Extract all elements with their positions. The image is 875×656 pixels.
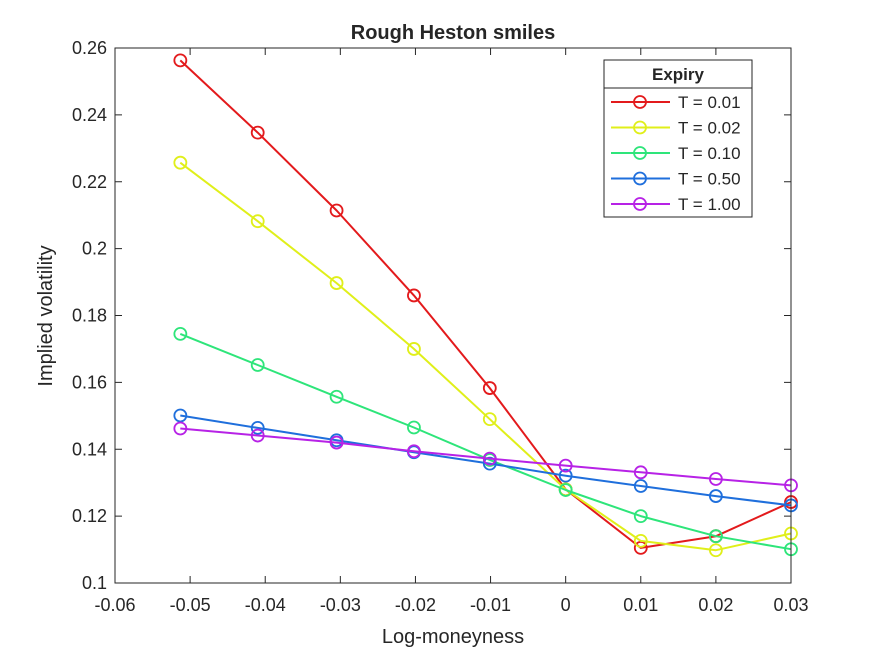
data-point [173,53,188,68]
legend-items: T = 0.01 T = 0.02 T = 0.10 T = 0.50 T = 1.00 [611,93,741,214]
data-point [407,342,421,356]
data-point [329,203,344,218]
data-point [250,420,265,435]
x-tick-label: -0.05 [170,595,211,615]
legend-marker [633,146,647,160]
y-tick-label: 0.14 [72,439,107,459]
legend-marker [633,171,647,186]
legend-marker [633,95,647,109]
chart-title: Rough Heston smiles [351,22,555,44]
data-point [708,529,723,544]
legend-label: T = 1.00 [678,195,741,214]
legend-label: T = 0.02 [678,119,741,138]
data-point [250,125,265,140]
data-point [173,421,188,436]
legend-marker [633,197,647,211]
data-point [482,451,497,466]
y-tick-label: 0.18 [72,306,107,326]
legend-title: Expiry [652,65,705,84]
data-point [558,458,573,473]
series-line [179,332,792,551]
x-tick-label: -0.02 [395,595,436,615]
data-point [173,408,188,423]
series-line [180,414,792,507]
data-point [633,479,648,493]
data-point [250,428,265,443]
series-line [179,59,792,549]
data-point [250,358,265,372]
data-point [407,420,421,435]
legend-label: T = 0.10 [678,144,741,163]
legend-entry: T = 0.01 [611,93,741,112]
x-tick-label: 0.02 [698,595,733,615]
y-tick-label: 0.16 [72,372,107,392]
data-point [708,543,723,558]
x-tick-label: -0.04 [245,595,286,615]
x-tick-label: -0.06 [94,595,135,615]
data-point [173,326,188,341]
x-tick-label: 0.01 [623,595,658,615]
x-tick-label: -0.03 [320,595,361,615]
legend-entry: T = 0.02 [611,119,741,138]
legend-label: T = 0.50 [678,170,741,189]
series-line [179,161,792,552]
y-tick-label: 0.2 [82,239,107,259]
data-point [633,465,648,480]
legend-marker [633,120,647,135]
data-point [708,472,723,486]
data-point [407,288,421,303]
legend-entry: T = 0.10 [611,144,741,163]
data-point [329,389,344,404]
series-4 [173,408,798,513]
x-tick-label: 0 [561,595,571,615]
data-point [633,509,648,524]
data-point [708,489,723,503]
y-tick-label: 0.22 [72,172,107,192]
data-point [482,381,497,395]
data-point [329,276,344,290]
axes-box [114,47,792,584]
series-5 [173,421,798,493]
axis-ticks: -0.06 -0.05 -0.04 -0.03 -0.02 -0.01 0 0.01 0.02 0… [72,38,809,615]
data-point [250,214,265,229]
data-point [482,412,497,427]
y-tick-label: 0.1 [82,573,107,593]
legend-entry: T = 0.50 [611,170,741,189]
series-3 [173,326,798,557]
legend: Expiry T = 0.01T = 0.02T = 0.10T = 0.50T… [603,59,753,218]
data-point [633,533,648,548]
legend-box [603,59,753,218]
y-tick-label: 0.24 [72,105,107,125]
data-point [407,444,421,459]
data-point [558,468,573,483]
legend-label: T = 0.01 [678,93,741,112]
x-tick-label: -0.01 [470,595,511,615]
series-layer [173,53,798,558]
x-axis-label: Log-moneyness [382,626,524,648]
x-tick-label: 0.03 [773,595,808,615]
data-point [329,435,344,450]
data-point [558,483,573,497]
legend-entry: T = 1.00 [611,195,741,214]
data-point [173,155,188,170]
y-axis-label: Implied volatility [35,245,57,386]
y-tick-label: 0.26 [72,38,107,58]
series-line [180,427,792,487]
y-tick-label: 0.12 [72,506,107,526]
